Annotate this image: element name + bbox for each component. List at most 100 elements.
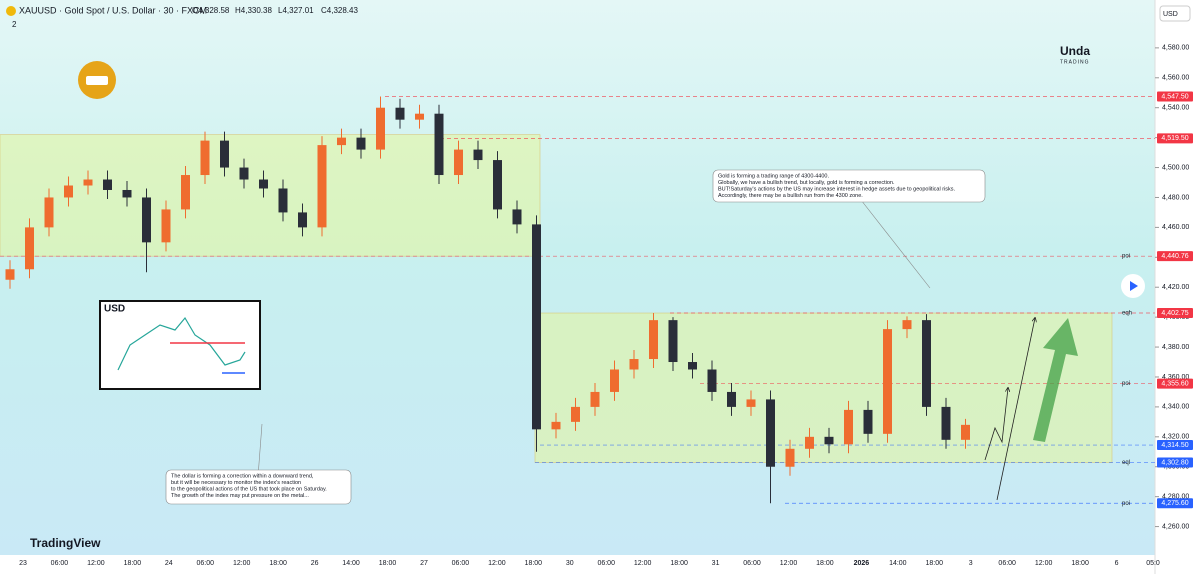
y-tick-label: 4,580.00 [1162, 45, 1189, 52]
x-tick-label: 06:00 [452, 560, 470, 567]
bullish-arrow [1033, 318, 1078, 442]
level-tag: poi [1122, 381, 1130, 387]
y-tick-label: 4,340.00 [1162, 404, 1189, 411]
level-tag: eql [1122, 460, 1130, 466]
x-tick-label: 3 [969, 560, 973, 567]
callout-box [165, 469, 352, 505]
callout-pointer [862, 201, 931, 289]
candle-body [824, 436, 834, 445]
candle-body [337, 137, 346, 146]
level-tag: eqh [1122, 311, 1132, 317]
candle-body [551, 421, 561, 430]
x-tick-label: 6 [1115, 560, 1119, 567]
candle-body [649, 320, 658, 360]
x-tick-label: 06:00 [743, 560, 761, 567]
level-badge [1157, 133, 1193, 144]
candle-body [103, 179, 112, 190]
x-tick-label: 14:00 [889, 560, 907, 567]
candle-body [200, 140, 210, 176]
candle-body [610, 369, 619, 392]
candle-body [239, 167, 249, 180]
x-tick-label: 14:00 [342, 560, 360, 567]
candle-body [83, 179, 93, 186]
time-axis [0, 555, 1155, 574]
candle-body [220, 140, 229, 168]
candle-body [122, 189, 132, 198]
projection-path [996, 318, 1035, 501]
candle-body [532, 224, 541, 430]
candle-body [688, 362, 697, 370]
callout-box [712, 169, 986, 203]
level-badge [1157, 91, 1193, 102]
candle-body [571, 406, 580, 422]
level-label: 4,519.50 [1161, 135, 1188, 142]
inset-chart: USD [99, 300, 261, 390]
callout-text: The growth of the index may put pressure… [171, 493, 309, 499]
candle-body [376, 107, 385, 150]
x-tick-label: 2026 [854, 560, 870, 567]
x-tick-label: 24 [165, 560, 173, 567]
level-label: 4,355.60 [1161, 380, 1188, 387]
candle-body [181, 175, 190, 210]
level-label: 4,402.75 [1161, 310, 1188, 317]
currency[interactable]: USD [1163, 11, 1178, 18]
candle-body [142, 197, 151, 243]
y-tick-label: 4,360.00 [1162, 374, 1189, 381]
indicators-count[interactable]: 2 [12, 20, 17, 29]
level-label: 4,547.50 [1161, 93, 1188, 100]
x-tick-label: 12:00 [488, 560, 506, 567]
candle-body [473, 149, 483, 161]
x-tick-label: 12:00 [233, 560, 251, 567]
candle-body [64, 185, 73, 198]
x-tick-label: 12:00 [1035, 560, 1053, 567]
candle-body [805, 436, 814, 449]
callout-text: BUT!Saturday's actions by the US may inc… [718, 186, 956, 192]
x-tick-label: 18:00 [1071, 560, 1089, 567]
x-tick-label: 06:00 [51, 560, 69, 567]
candle-body [590, 391, 600, 407]
x-tick-label: 18:00 [926, 560, 944, 567]
x-tick-label: 18:00 [525, 560, 543, 567]
candle-body [902, 320, 912, 330]
callout-pointer [258, 423, 263, 471]
candle-body [493, 160, 502, 210]
y-tick-label: 4,560.00 [1162, 75, 1189, 82]
currency-button[interactable] [1159, 5, 1191, 22]
candle-body [668, 320, 678, 363]
x-tick-label: 06:00 [597, 560, 615, 567]
y-tick-label: 4,500.00 [1162, 164, 1189, 171]
callout-text: to the geopolitical actions of the US th… [171, 486, 327, 492]
candle-body [454, 149, 463, 176]
callout-text: but it will be necessary to monitor the … [171, 480, 301, 486]
x-tick-label: 27 [420, 560, 428, 567]
ohlc: O4,328.58 H4,330.38 L4,327.01 C4,328.43 [192, 6, 358, 15]
candle-body [5, 269, 15, 280]
ohlc-value: C4,328.43 [321, 6, 358, 15]
candle-body [785, 448, 795, 467]
candle-body [161, 209, 171, 243]
y-tick-label: 4,460.00 [1162, 224, 1189, 231]
level-badge [1157, 457, 1193, 468]
y-tick-label: 4,280.00 [1162, 494, 1189, 501]
candle-body [863, 409, 873, 434]
range-zone [0, 134, 541, 257]
y-tick-label: 4,540.00 [1162, 105, 1189, 112]
x-tick-label: 18:00 [124, 560, 142, 567]
ohlc-value: H4,330.38 [235, 6, 272, 15]
x-tick-label: 23 [19, 560, 27, 567]
level-label: 4,275.60 [1161, 500, 1188, 507]
candle-body [298, 212, 307, 228]
level-badge [1157, 378, 1193, 389]
x-tick-label: 18:00 [816, 560, 834, 567]
callout-text: Globally, we have a bullish trend, but l… [718, 180, 895, 186]
platform-logo: TradingView [30, 536, 101, 550]
y-tick-label: 4,260.00 [1162, 523, 1189, 530]
x-tick-label: 26 [311, 560, 319, 567]
x-tick-label: 12:00 [87, 560, 105, 567]
candle-body [434, 113, 444, 176]
callout-text: Accordingly, there may be a bullish run … [718, 193, 863, 199]
play-icon[interactable] [1130, 281, 1138, 291]
gold-bars [86, 76, 108, 85]
candle-body [727, 391, 736, 407]
